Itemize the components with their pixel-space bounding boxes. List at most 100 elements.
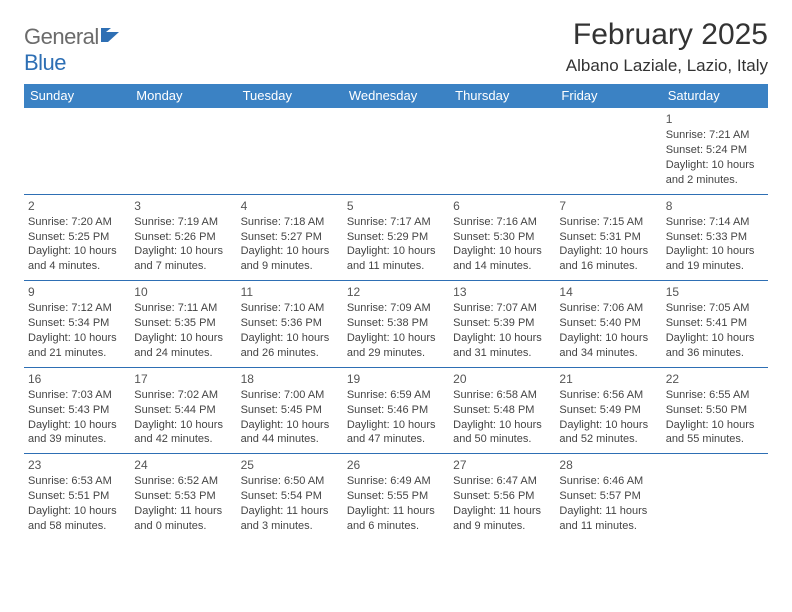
day-number: 8 xyxy=(666,198,764,214)
logo-word-1: General xyxy=(24,24,99,49)
sunrise-line: Sunrise: 7:14 AM xyxy=(666,215,764,230)
sunset-line: Sunset: 5:38 PM xyxy=(347,316,445,331)
sunrise-line: Sunrise: 7:00 AM xyxy=(241,388,339,403)
dow-thursday: Thursday xyxy=(449,84,555,108)
empty-day xyxy=(130,108,236,194)
sunset-line: Sunset: 5:30 PM xyxy=(453,230,551,245)
dow-tuesday: Tuesday xyxy=(237,84,343,108)
sunrise-line: Sunrise: 7:10 AM xyxy=(241,301,339,316)
empty-day xyxy=(237,108,343,194)
title-block: February 2025 Albano Laziale, Lazio, Ita… xyxy=(566,18,768,76)
day-cell: 27Sunrise: 6:47 AMSunset: 5:56 PMDayligh… xyxy=(449,454,555,540)
week-row: 16Sunrise: 7:03 AMSunset: 5:43 PMDayligh… xyxy=(24,368,768,455)
daylight-line: Daylight: 10 hours and 50 minutes. xyxy=(453,418,551,448)
day-cell: 6Sunrise: 7:16 AMSunset: 5:30 PMDaylight… xyxy=(449,195,555,281)
day-cell: 1Sunrise: 7:21 AMSunset: 5:24 PMDaylight… xyxy=(662,108,768,194)
logo-flag-icon xyxy=(101,24,123,50)
daylight-line: Daylight: 11 hours and 3 minutes. xyxy=(241,504,339,534)
day-cell: 17Sunrise: 7:02 AMSunset: 5:44 PMDayligh… xyxy=(130,368,236,454)
day-number: 14 xyxy=(559,284,657,300)
dow-friday: Friday xyxy=(555,84,661,108)
sunset-line: Sunset: 5:35 PM xyxy=(134,316,232,331)
daylight-line: Daylight: 10 hours and 42 minutes. xyxy=(134,418,232,448)
day-number: 25 xyxy=(241,457,339,473)
sunrise-line: Sunrise: 7:09 AM xyxy=(347,301,445,316)
daylight-line: Daylight: 10 hours and 7 minutes. xyxy=(134,244,232,274)
sunset-line: Sunset: 5:29 PM xyxy=(347,230,445,245)
sunrise-line: Sunrise: 7:12 AM xyxy=(28,301,126,316)
sunrise-line: Sunrise: 7:07 AM xyxy=(453,301,551,316)
day-cell: 12Sunrise: 7:09 AMSunset: 5:38 PMDayligh… xyxy=(343,281,449,367)
dow-wednesday: Wednesday xyxy=(343,84,449,108)
day-of-week-header: SundayMondayTuesdayWednesdayThursdayFrid… xyxy=(24,84,768,108)
day-number: 3 xyxy=(134,198,232,214)
sunrise-line: Sunrise: 7:17 AM xyxy=(347,215,445,230)
empty-day xyxy=(555,108,661,194)
daylight-line: Daylight: 10 hours and 36 minutes. xyxy=(666,331,764,361)
sunset-line: Sunset: 5:45 PM xyxy=(241,403,339,418)
day-cell: 22Sunrise: 6:55 AMSunset: 5:50 PMDayligh… xyxy=(662,368,768,454)
sunset-line: Sunset: 5:40 PM xyxy=(559,316,657,331)
day-number: 16 xyxy=(28,371,126,387)
sunrise-line: Sunrise: 6:58 AM xyxy=(453,388,551,403)
daylight-line: Daylight: 10 hours and 58 minutes. xyxy=(28,504,126,534)
sunrise-line: Sunrise: 7:05 AM xyxy=(666,301,764,316)
day-cell: 16Sunrise: 7:03 AMSunset: 5:43 PMDayligh… xyxy=(24,368,130,454)
empty-day xyxy=(343,108,449,194)
dow-sunday: Sunday xyxy=(24,84,130,108)
sunset-line: Sunset: 5:36 PM xyxy=(241,316,339,331)
sunrise-line: Sunrise: 7:03 AM xyxy=(28,388,126,403)
sunrise-line: Sunrise: 6:56 AM xyxy=(559,388,657,403)
sunset-line: Sunset: 5:55 PM xyxy=(347,489,445,504)
dow-saturday: Saturday xyxy=(662,84,768,108)
day-number: 13 xyxy=(453,284,551,300)
day-cell: 9Sunrise: 7:12 AMSunset: 5:34 PMDaylight… xyxy=(24,281,130,367)
day-number: 28 xyxy=(559,457,657,473)
sunset-line: Sunset: 5:56 PM xyxy=(453,489,551,504)
day-number: 19 xyxy=(347,371,445,387)
sunset-line: Sunset: 5:50 PM xyxy=(666,403,764,418)
daylight-line: Daylight: 10 hours and 52 minutes. xyxy=(559,418,657,448)
day-cell: 14Sunrise: 7:06 AMSunset: 5:40 PMDayligh… xyxy=(555,281,661,367)
daylight-line: Daylight: 10 hours and 24 minutes. xyxy=(134,331,232,361)
day-cell: 23Sunrise: 6:53 AMSunset: 5:51 PMDayligh… xyxy=(24,454,130,540)
sunset-line: Sunset: 5:33 PM xyxy=(666,230,764,245)
sunrise-line: Sunrise: 6:59 AM xyxy=(347,388,445,403)
sunset-line: Sunset: 5:24 PM xyxy=(666,143,764,158)
daylight-line: Daylight: 10 hours and 2 minutes. xyxy=(666,158,764,188)
day-cell: 15Sunrise: 7:05 AMSunset: 5:41 PMDayligh… xyxy=(662,281,768,367)
sunrise-line: Sunrise: 6:55 AM xyxy=(666,388,764,403)
day-number: 11 xyxy=(241,284,339,300)
daylight-line: Daylight: 10 hours and 16 minutes. xyxy=(559,244,657,274)
day-cell: 3Sunrise: 7:19 AMSunset: 5:26 PMDaylight… xyxy=(130,195,236,281)
logo: General Blue xyxy=(24,18,123,76)
sunrise-line: Sunrise: 7:21 AM xyxy=(666,128,764,143)
day-number: 21 xyxy=(559,371,657,387)
daylight-line: Daylight: 11 hours and 11 minutes. xyxy=(559,504,657,534)
day-cell: 26Sunrise: 6:49 AMSunset: 5:55 PMDayligh… xyxy=(343,454,449,540)
daylight-line: Daylight: 11 hours and 0 minutes. xyxy=(134,504,232,534)
month-title: February 2025 xyxy=(566,18,768,52)
sunset-line: Sunset: 5:51 PM xyxy=(28,489,126,504)
daylight-line: Daylight: 10 hours and 11 minutes. xyxy=(347,244,445,274)
daylight-line: Daylight: 10 hours and 31 minutes. xyxy=(453,331,551,361)
day-cell: 4Sunrise: 7:18 AMSunset: 5:27 PMDaylight… xyxy=(237,195,343,281)
sunrise-line: Sunrise: 6:52 AM xyxy=(134,474,232,489)
weeks-container: 1Sunrise: 7:21 AMSunset: 5:24 PMDaylight… xyxy=(24,108,768,540)
day-number: 1 xyxy=(666,111,764,127)
sunset-line: Sunset: 5:31 PM xyxy=(559,230,657,245)
day-cell: 18Sunrise: 7:00 AMSunset: 5:45 PMDayligh… xyxy=(237,368,343,454)
daylight-line: Daylight: 10 hours and 4 minutes. xyxy=(28,244,126,274)
daylight-line: Daylight: 10 hours and 14 minutes. xyxy=(453,244,551,274)
daylight-line: Daylight: 10 hours and 19 minutes. xyxy=(666,244,764,274)
calendar: SundayMondayTuesdayWednesdayThursdayFrid… xyxy=(24,84,768,540)
day-cell: 2Sunrise: 7:20 AMSunset: 5:25 PMDaylight… xyxy=(24,195,130,281)
day-number: 15 xyxy=(666,284,764,300)
day-cell: 13Sunrise: 7:07 AMSunset: 5:39 PMDayligh… xyxy=(449,281,555,367)
week-row: 9Sunrise: 7:12 AMSunset: 5:34 PMDaylight… xyxy=(24,281,768,368)
day-cell: 8Sunrise: 7:14 AMSunset: 5:33 PMDaylight… xyxy=(662,195,768,281)
sunset-line: Sunset: 5:41 PM xyxy=(666,316,764,331)
location-text: Albano Laziale, Lazio, Italy xyxy=(566,56,768,76)
sunrise-line: Sunrise: 7:11 AM xyxy=(134,301,232,316)
day-number: 17 xyxy=(134,371,232,387)
